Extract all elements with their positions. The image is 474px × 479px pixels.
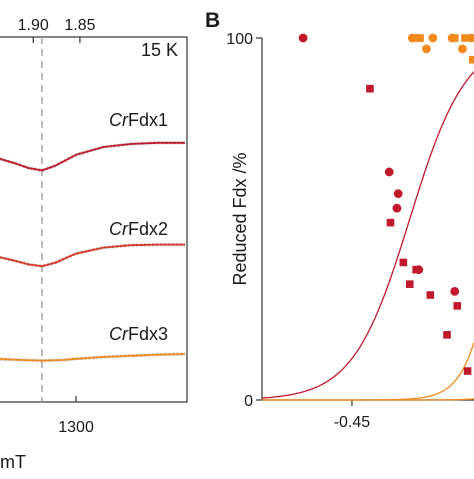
panel-letter-b: B: [205, 9, 220, 32]
titration-point: [393, 189, 403, 199]
titration-fit-curve: [262, 342, 474, 401]
epr-plot-frame: [0, 36, 188, 403]
epr-trace-data: [0, 141, 185, 173]
titration-point: [405, 280, 414, 288]
temperature-label: 15 K: [141, 40, 178, 60]
titration-point: [450, 34, 459, 42]
titration-point: [453, 302, 462, 310]
epr-traces: CrFdx1 CrFdx2 CrFdx3: [0, 110, 186, 363]
epr-top-tick-label: 1.85: [64, 17, 95, 34]
titration-point: [468, 55, 474, 64]
titration-point: [463, 367, 472, 375]
titration-point: [428, 33, 438, 43]
epr-panel: 1.90 1.85 1300 mT 15 K CrFdx1CrFdx2CrFdx…: [0, 17, 188, 472]
titration-point: [458, 44, 467, 54]
epr-trace-label: CrFdx3: [109, 324, 168, 344]
epr-top-tick-label: 1.90: [18, 17, 49, 34]
epr-x-axis-label: mT: [0, 452, 26, 472]
titration-point: [386, 218, 395, 227]
titration-point: [392, 203, 402, 213]
epr-trace-fit: [0, 141, 185, 172]
titration-point: [412, 265, 420, 274]
titration-y-tick-label: 100: [226, 31, 253, 48]
epr-trace-data: [0, 243, 185, 268]
titration-point: [399, 258, 408, 267]
titration-marks: 0 100 -0.45: [226, 31, 474, 431]
titration-panel: B Reduced Fdx /% 0 100 -0.45: [205, 9, 474, 431]
titration-point: [384, 167, 394, 177]
titration-point: [416, 34, 424, 42]
epr-trace-label: CrFdx1: [109, 110, 168, 130]
titration-point: [366, 84, 374, 93]
titration-fit-curve: [262, 398, 474, 401]
titration-point: [426, 291, 435, 299]
epr-bottom-tick-label: 1300: [58, 419, 94, 436]
titration-point: [443, 331, 451, 339]
titration-point: [422, 44, 431, 54]
titration-y-tick-label: 0: [244, 393, 253, 410]
epr-trace-fit: [0, 353, 186, 362]
titration-point: [461, 34, 469, 42]
titration-y-axis-label: Reduced Fdx /%: [230, 152, 250, 285]
epr-trace-fit: [0, 243, 185, 268]
titration-point: [450, 287, 460, 296]
titration-point: [298, 33, 308, 43]
titration-x-tick-label: -0.45: [334, 414, 371, 431]
titration-fit-curve: [261, 71, 474, 399]
epr-trace-label: CrFdx2: [109, 219, 168, 239]
